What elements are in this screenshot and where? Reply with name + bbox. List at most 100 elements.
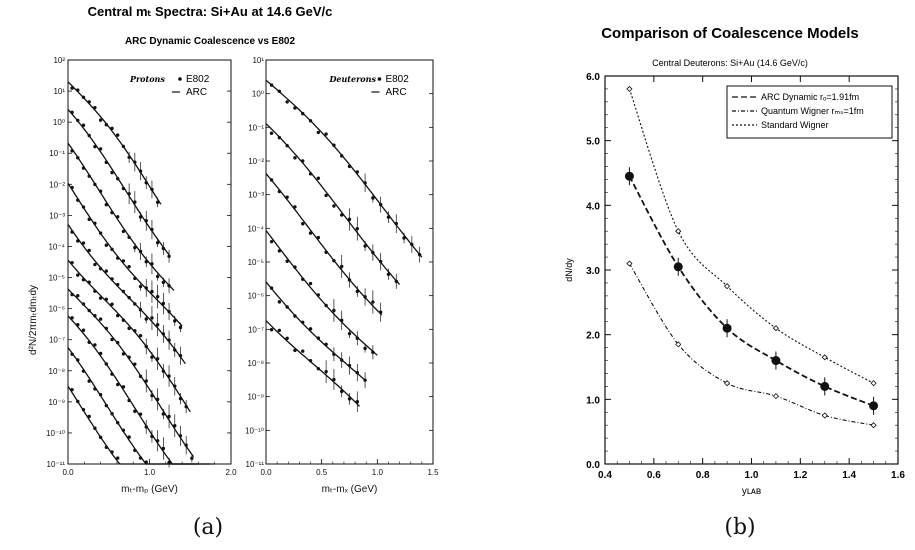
data-point [820,381,830,391]
e802-data-point [110,412,114,416]
spectrum-series [265,79,423,263]
e802-data-point [138,284,143,289]
e802-data-point [269,131,274,135]
y-tick-label: 10⁻⁵ [248,258,264,267]
e802-data-point [316,366,321,371]
curve-marker [724,283,731,290]
e802-data-point [332,258,336,263]
e802-data-point [293,314,297,318]
arc-model-curve [67,315,199,465]
e802-data-point [394,221,398,226]
e802-data-point [133,362,137,366]
e802-data-point [378,259,383,264]
e802-data-point [324,193,328,198]
e802-data-point [127,326,131,331]
e802-data-point [340,389,344,394]
e802-data-point [81,407,86,412]
e802-data-point [104,362,109,366]
e802-data-point [133,160,137,164]
curve-marker [626,85,633,92]
e802-data-point [378,202,383,207]
data-point [624,171,634,181]
coalescence-models-plot: 0.0 1.0 2.0 3.0 4.0 5.0 6.0 0.4 0.6 0.8 1.0 1.2 1.4 1… [564,72,905,497]
e802-data-point [121,229,126,234]
e802-data-point [81,123,86,127]
x-tick-label: 2.0 [225,468,237,477]
e802-data-point [308,119,313,123]
e802-data-point [178,396,183,401]
e802-data-point [76,156,80,160]
e802-data-point [93,182,97,187]
e802-data-point [98,296,103,300]
e802-data-point [316,235,321,240]
e802-data-point [363,378,367,382]
e802-data-point [161,369,166,373]
e802-data-point [76,358,80,362]
y-tick-label: 10⁻¹⁰ [46,429,65,438]
e802-data-point [70,387,74,392]
e802-data-point [76,323,80,327]
e802-data-point [340,318,344,323]
e802-data-point [70,352,74,356]
e802-data-point [316,130,321,135]
spectrum-series [67,142,175,294]
e802-data-point [324,132,328,136]
e802-data-point [104,326,109,331]
e802-data-point [76,273,80,277]
curve-marker [870,380,877,387]
x-tick-label: 0.0 [260,468,272,477]
y-tick-label: 10⁰ [53,118,65,127]
e802-data-point [144,425,148,429]
e802-data-point [150,289,154,294]
model-curve [628,175,874,407]
e802-data-point [347,164,352,169]
e802-data-point [150,187,154,192]
x-tick-label: 1.5 [427,468,439,477]
e802-data-point [116,215,120,219]
y-tick-label: 10⁻⁷ [49,336,65,345]
e802-data-point [121,144,126,149]
e802-data-point [104,269,109,273]
deuteron-spectra-panel: 10⁻¹¹ 10⁻¹⁰ 10⁻⁹ 10⁻⁸ 10⁻⁷ 10⁻⁶ 10⁻⁵ 10⁻⁴ 10⁻³ 10… [245,56,439,495]
e802-data-point [116,421,120,425]
e802-data-point [371,196,375,200]
e802-data-point [127,155,131,159]
e802-data-point [127,192,131,196]
e802-data-point [269,239,274,244]
e802-data-point [277,89,282,93]
legend-marker [178,77,182,81]
x-tick-label: 1.6 [891,470,905,481]
arc-model-curve [67,259,191,413]
e802-data-point [110,210,114,215]
e802-data-point [347,217,352,222]
e802-data-point [76,399,80,404]
e802-data-point [144,219,148,223]
y-tick-label: 1.0 [586,395,600,406]
proton-spectra-panel: 10⁻¹¹ 10⁻¹⁰ 10⁻⁹ 10⁻⁸ 10⁻⁷ 10⁻⁶ 10⁻⁵ 10⁻⁴ 10⁻³ 10… [46,56,237,495]
e802-data-point [138,249,143,254]
e802-data-point [93,289,97,293]
e802-data-point [363,244,367,248]
e802-data-point [116,382,120,387]
e802-data-point [144,379,148,383]
e802-data-point [93,343,97,347]
plot-frame [67,59,232,465]
e802-data-point [269,328,274,332]
arc-model-curve [265,173,383,316]
e802-data-point [98,189,103,193]
e802-data-point [301,111,305,116]
e802-data-point [81,328,86,332]
e802-data-point [316,336,321,340]
e802-data-point [87,280,91,284]
e802-data-point [340,358,344,362]
e802-data-point [371,250,375,255]
e802-data-point [93,387,97,391]
e802-data-point [76,239,80,243]
e802-data-point [150,262,154,266]
e802-data-point [110,170,114,175]
y-tick-label: 10⁻⁵ [49,274,65,283]
e802-data-point [386,215,391,219]
curve-marker [772,393,779,400]
panel-label-a: (a) [193,515,223,540]
e802-data-point [301,277,305,281]
